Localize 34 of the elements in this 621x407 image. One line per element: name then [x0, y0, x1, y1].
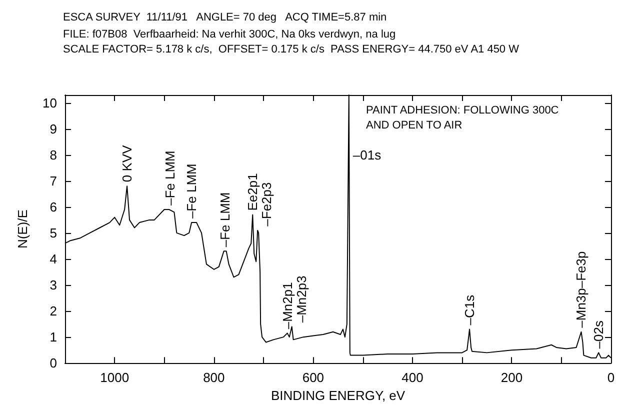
annotation: –Fe LMM: [162, 150, 178, 206]
x-tick-label: 600: [302, 370, 324, 386]
annotation: –Mn3p–Fe3p: [574, 251, 589, 328]
annotation: –Fe2p3: [259, 182, 274, 226]
annotation: –C1s: [462, 294, 478, 326]
annotation: –02s: [591, 320, 606, 349]
y-tick-label: 2: [50, 304, 57, 319]
annotation: –Fe LMM: [184, 164, 200, 219]
annotation: 0 KVV: [120, 144, 135, 182]
y-tick-label: 4: [50, 251, 57, 266]
y-tick-label: 0: [50, 356, 57, 371]
chart-title: ESCA SURVEY 11/11/91 ANGLE= 70 deg ACQ TIME=5.87 min: [63, 12, 387, 24]
y-tick-label: 5: [50, 225, 57, 240]
annotation: –Mn2p3: [294, 276, 309, 323]
chart-subtitle: FILE: f07B08 Verfbaarheid: Na verhit 300C, Na 0ks verdwyn, na lug SCALE FACTOR= 5.178 k c/s, OFFSET= 0.175 k c/s PASS ENERGY= 44.750 eV A1 450 W: [63, 28, 520, 56]
x-axis-title: BINDING ENERGY, eV: [270, 388, 406, 403]
x-tick-label: 800: [203, 370, 225, 386]
y-tick-label: 3: [50, 278, 57, 293]
y-axis-title: N(E)/E: [15, 209, 30, 249]
y-tick-label: 8: [50, 147, 57, 162]
x-tick-label: 1000: [100, 370, 130, 386]
annotation: –Mn2p1: [280, 282, 295, 330]
x-tick-label: 0: [607, 370, 615, 386]
annotation: Ee2p1: [245, 173, 260, 211]
y-tick-label: 6: [50, 199, 57, 214]
annotation: –01s: [352, 147, 382, 162]
y-tick-label: 7: [50, 173, 57, 188]
annotation: PAINT ADHESION: FOLLOWING 300C AND OPEN TO AIR: [366, 104, 559, 132]
y-tick-label: 10: [42, 95, 57, 110]
y-tick-label: 9: [50, 121, 57, 136]
x-tick-label: 400: [402, 370, 424, 386]
y-tick-label: 1: [50, 330, 57, 345]
annotation: –Fe LMM: [217, 192, 232, 248]
x-tick-label: 200: [500, 370, 523, 386]
